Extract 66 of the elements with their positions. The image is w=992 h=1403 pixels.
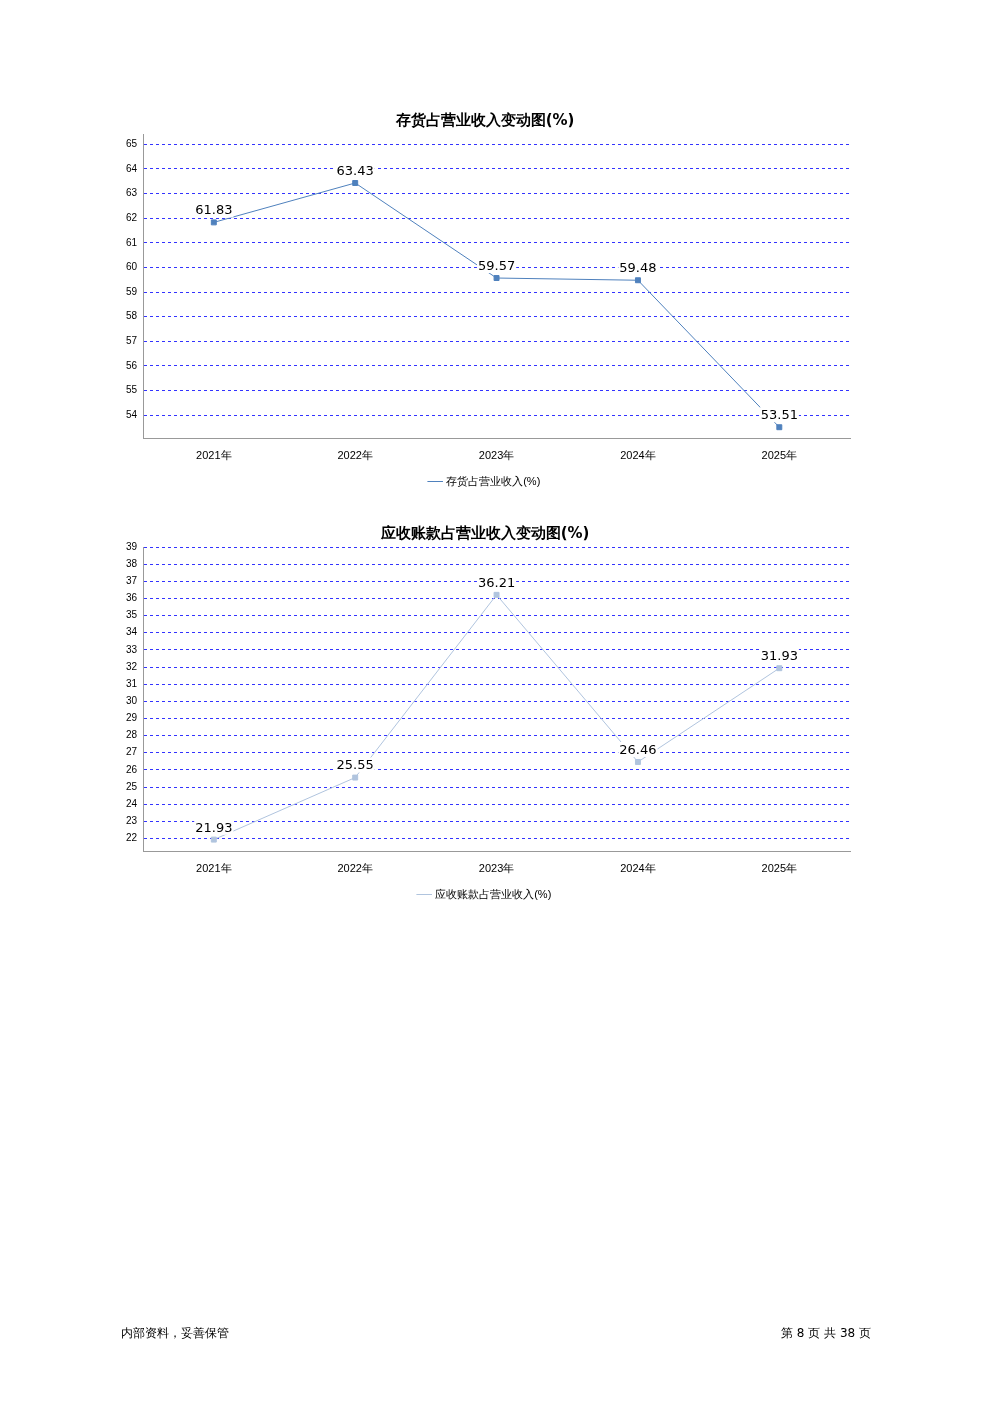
point	[352, 180, 359, 186]
point	[352, 774, 359, 781]
point	[776, 665, 783, 672]
y-tick-label: 29	[126, 712, 138, 724]
x-tick-label: 2023年	[478, 862, 515, 875]
y-tick-label: 58	[126, 310, 138, 322]
chart-title: 应收账款占营业收入变动图(%)	[379, 523, 590, 542]
data-label: 26.46	[619, 741, 657, 757]
y-tick-label: 39	[126, 540, 138, 552]
data-label: 53.51	[760, 407, 798, 423]
point	[776, 424, 783, 431]
y-tick-label: 25	[126, 780, 138, 792]
x-tick-label: 2022年	[337, 449, 373, 462]
text: 内部资料，妥善保管	[121, 1325, 229, 1342]
data-label: 59.57	[477, 257, 516, 273]
y-tick-label: 28	[126, 729, 138, 741]
y-tick-label: 57	[126, 335, 138, 347]
legend-label: 存货占营业收入(%)	[446, 474, 541, 487]
y-tick-label: 62	[126, 211, 138, 223]
y-tick-label: 60	[126, 261, 138, 273]
y-tick-label: 56	[126, 359, 138, 371]
data-label: 59.48	[619, 260, 657, 276]
data-label: 25.55	[336, 757, 374, 773]
y-tick-label: 31	[126, 677, 138, 689]
text: 第 8 页 共 38 页	[781, 1325, 871, 1342]
x-tick-label: 2022年	[337, 862, 373, 875]
y-tick-label: 33	[126, 643, 138, 655]
data-label: 61.83	[195, 202, 233, 218]
y-tick-label: 23	[126, 815, 138, 827]
y-tick-label: 30	[126, 695, 138, 707]
point	[210, 836, 217, 843]
x-tick-label: 2025年	[761, 449, 798, 462]
x-tick-label: 2021年	[196, 449, 232, 462]
y-tick-label: 61	[126, 236, 138, 248]
y-tick-label: 22	[126, 832, 138, 844]
y-tick-label: 35	[126, 609, 138, 621]
y-tick-label: 55	[126, 384, 138, 396]
y-tick-label: 32	[126, 660, 138, 672]
data-label: 63.43	[336, 162, 374, 178]
y-tick-label: 65	[126, 138, 138, 150]
y-tick-label: 27	[126, 746, 138, 758]
y-tick-label: 36	[126, 592, 138, 604]
y-tick-label: 26	[126, 763, 138, 775]
x-tick-label: 2023年	[478, 449, 515, 462]
y-tick-label: 24	[126, 797, 138, 809]
point	[634, 277, 641, 284]
y-tick-label: 37	[126, 575, 138, 587]
y-tick-label: 34	[126, 626, 138, 638]
x-tick-label: 2024年	[620, 862, 656, 875]
point	[210, 219, 217, 226]
y-tick-label: 38	[126, 557, 138, 569]
y-tick-label: 63	[126, 187, 138, 199]
x-tick-label: 2024年	[620, 449, 656, 462]
data-label: 21.93	[195, 819, 233, 835]
y-tick-label: 59	[126, 285, 138, 297]
x-tick-label: 2025年	[761, 862, 798, 875]
chart-title: 存货占营业收入变动图(%)	[394, 110, 575, 129]
point	[493, 591, 500, 598]
point	[634, 759, 641, 765]
data-label: 31.93	[760, 648, 798, 664]
data-label: 36.21	[477, 574, 516, 590]
point	[493, 275, 500, 281]
y-tick-label: 64	[126, 162, 138, 174]
x-tick-label: 2021年	[196, 862, 232, 875]
y-tick-label: 54	[126, 408, 138, 420]
legend-label: 应收账款占营业收入(%)	[435, 887, 552, 900]
